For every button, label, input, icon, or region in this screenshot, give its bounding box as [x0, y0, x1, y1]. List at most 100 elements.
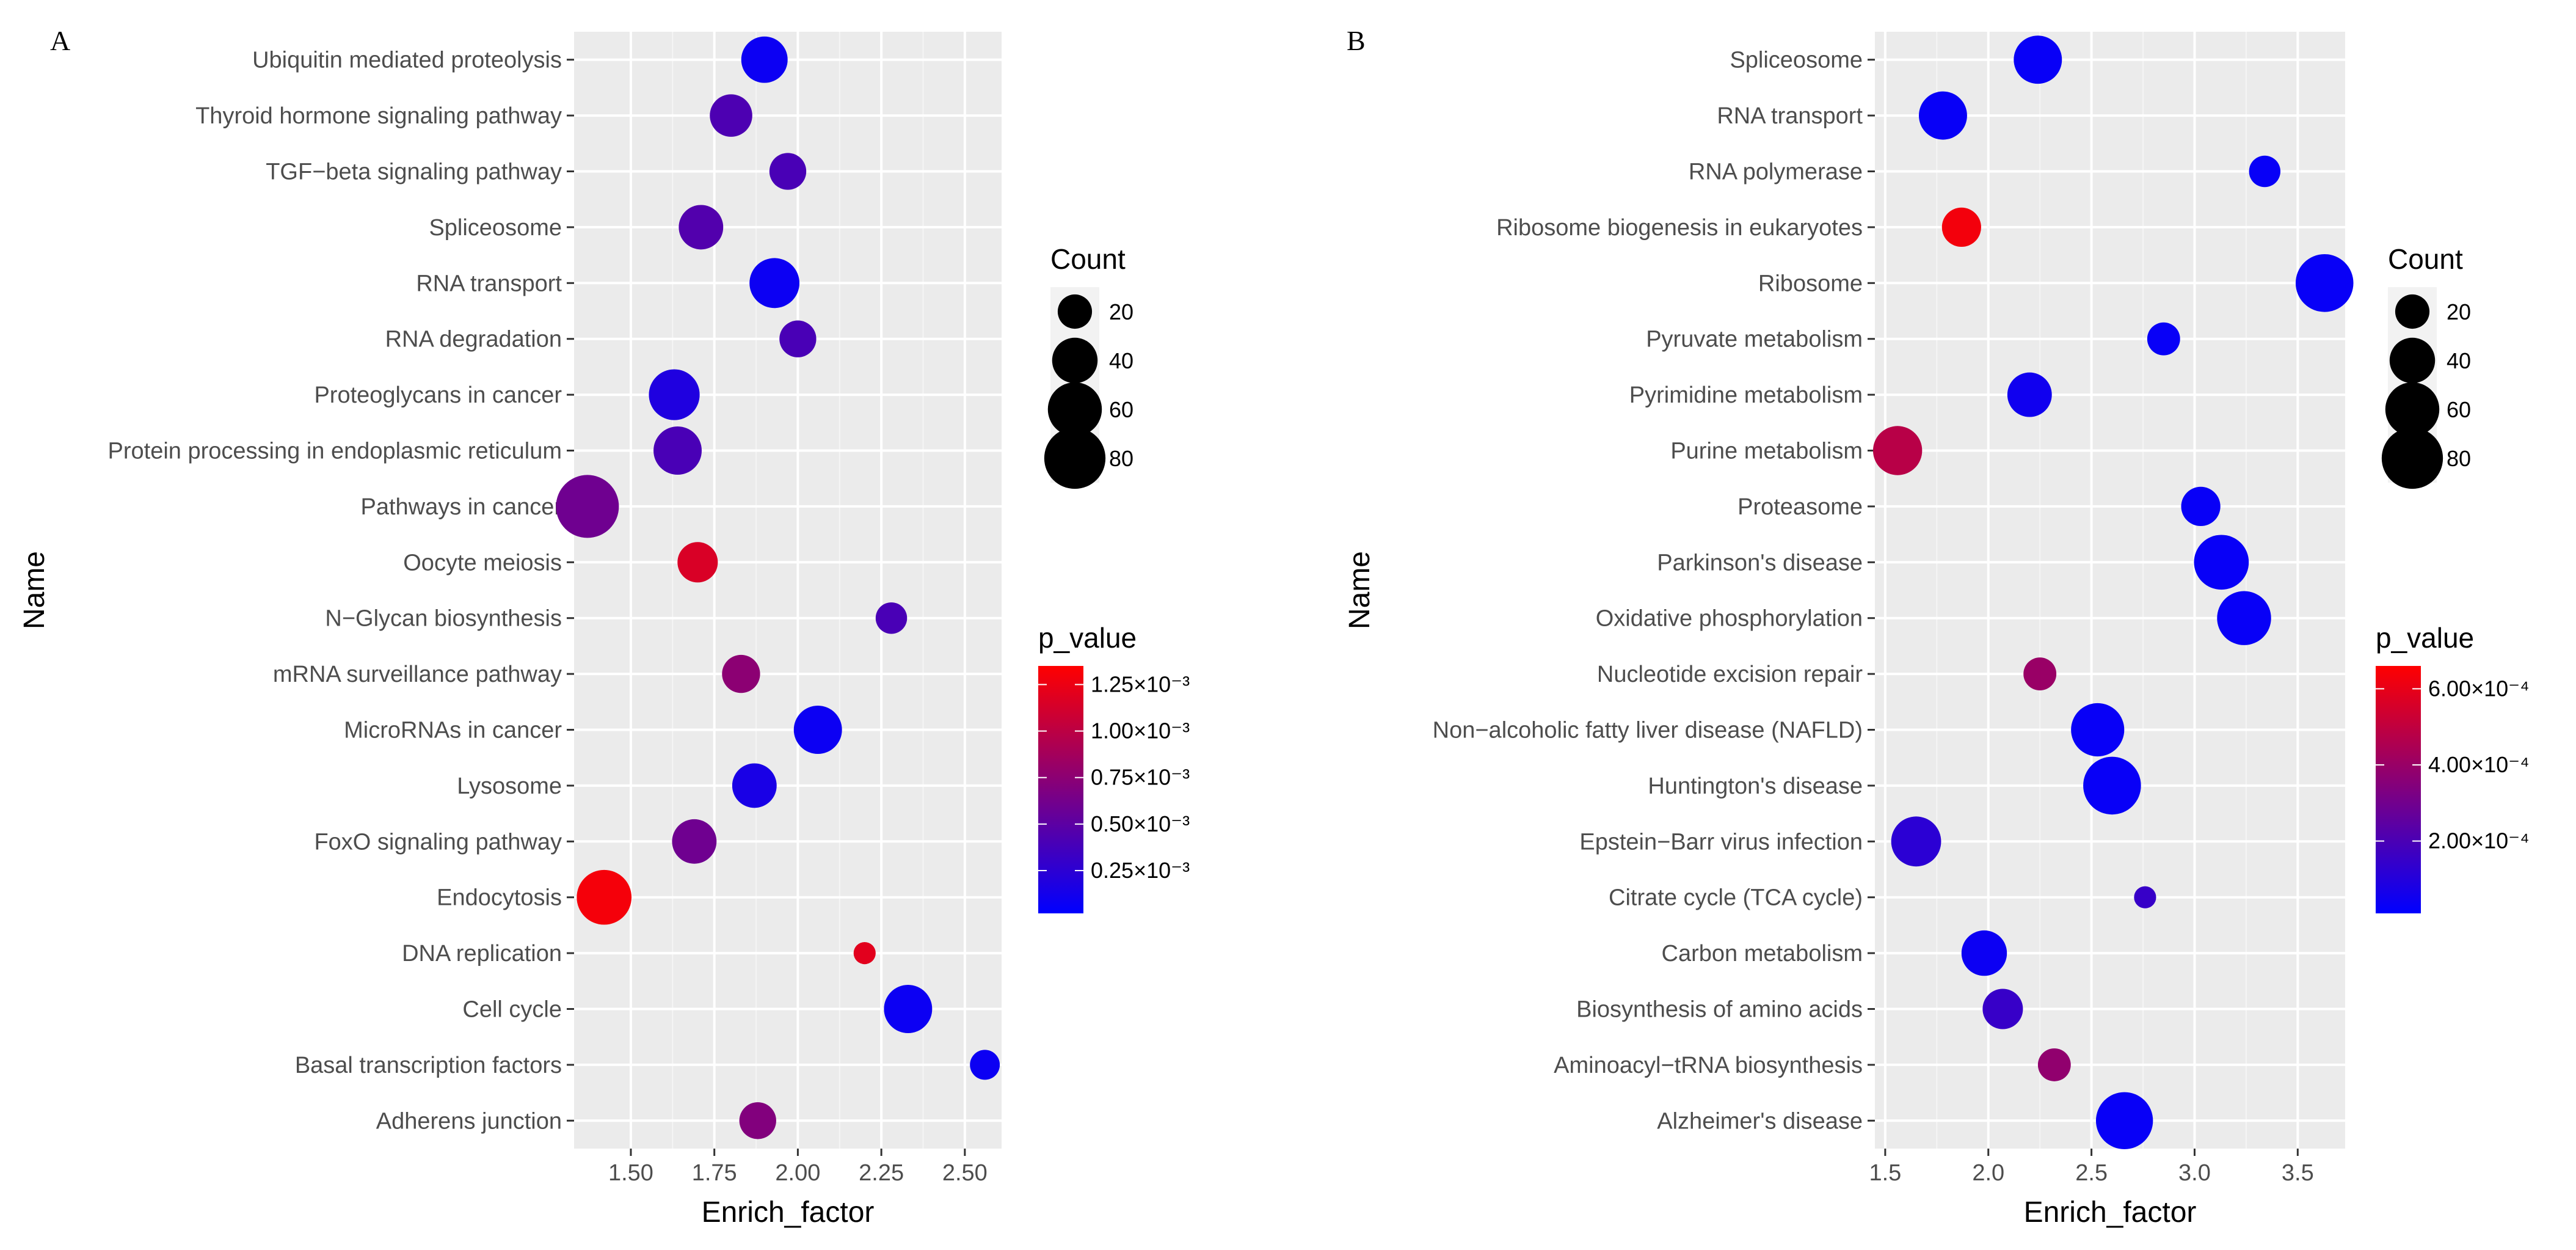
color-legend-label: 2.00×10⁻⁴ [2428, 828, 2530, 853]
plot-background [1875, 32, 2345, 1149]
x-tick-label: 2.5 [2075, 1160, 2108, 1186]
data-point [2181, 486, 2221, 527]
x-tick-label: 3.5 [2282, 1160, 2314, 1186]
y-tick-label: Pyrimidine metabolism [1629, 382, 1863, 408]
y-tick-label: Nucleotide excision repair [1597, 662, 1863, 687]
size-legend-label: 60 [2447, 397, 2471, 422]
panel-letter: A [50, 25, 70, 56]
data-point [1941, 207, 1981, 247]
y-tick-label: Spliceosome [429, 215, 562, 241]
data-point [875, 602, 908, 634]
data-point [710, 94, 752, 137]
x-tick-label: 1.75 [692, 1160, 737, 1186]
y-tick-label: Cell cycle [462, 997, 562, 1023]
data-point [2014, 35, 2062, 84]
data-point [577, 869, 632, 925]
color-legend-label: 0.25×10⁻³ [1091, 858, 1190, 883]
y-tick-label: Proteoglycans in cancer [314, 382, 562, 408]
size-legend-key [2385, 382, 2440, 437]
data-point [2295, 254, 2354, 312]
data-point [2249, 155, 2281, 188]
y-tick-label: RNA polymerase [1689, 159, 1863, 185]
size-legend-title: Count [1050, 243, 1126, 275]
y-tick-label: TGF−beta signaling pathway [266, 159, 562, 185]
size-legend-key [2395, 294, 2430, 329]
panel-letter: B [1347, 25, 1366, 56]
data-point [779, 320, 817, 357]
y-tick-label: Adherens junction [376, 1108, 562, 1134]
data-point [2095, 1092, 2153, 1149]
color-legend-label: 0.50×10⁻³ [1091, 811, 1190, 836]
x-tick-label: 3.0 [2178, 1160, 2211, 1186]
y-tick-label: MicroRNAs in cancer [344, 718, 562, 744]
y-tick-label: Pathways in cancer [361, 494, 562, 520]
y-tick-label: Endocytosis [437, 885, 562, 911]
data-point [556, 475, 619, 538]
color-legend-label: 1.25×10⁻³ [1091, 671, 1190, 696]
y-tick-label: Alzheimer's disease [1657, 1108, 1863, 1134]
y-tick-label: Ubiquitin mediated proteolysis [252, 48, 562, 73]
x-tick-label: 2.25 [859, 1160, 904, 1186]
data-point [2217, 591, 2271, 645]
data-point [722, 654, 760, 693]
y-tick-label: Purine metabolism [1670, 439, 1863, 464]
y-tick-label: Ribosome biogenesis in eukaryotes [1496, 215, 1863, 241]
size-legend-key [2389, 337, 2436, 384]
y-axis-title: Name [1344, 551, 1376, 629]
x-tick-label: 2.50 [942, 1160, 988, 1186]
y-tick-label: N−Glycan biosynthesis [325, 606, 562, 632]
x-tick-label: 1.50 [608, 1160, 653, 1186]
y-tick-label: Ribosome [1758, 271, 1863, 296]
y-tick-label: Huntington's disease [1648, 773, 1863, 799]
color-legend-label: 6.00×10⁻⁴ [2428, 676, 2530, 701]
data-point [2083, 756, 2141, 815]
y-tick-label: RNA transport [416, 271, 562, 296]
plot-background [574, 32, 1002, 1149]
data-point [677, 542, 718, 583]
y-tick-label: Parkinson's disease [1657, 550, 1863, 576]
size-legend-key [1044, 427, 1106, 489]
size-legend-key [2381, 427, 2443, 489]
data-point [2147, 322, 2180, 356]
y-tick-label: RNA degradation [385, 327, 562, 353]
data-point [1891, 816, 1941, 867]
data-point [2134, 886, 2156, 908]
data-point [793, 706, 842, 754]
y-tick-label: Citrate cycle (TCA cycle) [1609, 885, 1863, 911]
y-tick-label: mRNA surveillance pathway [273, 662, 562, 687]
data-point [1918, 91, 1967, 140]
y-tick-label: RNA transport [1717, 103, 1863, 129]
size-legend-label: 80 [1109, 446, 1133, 471]
x-tick-label: 2.0 [1972, 1160, 2004, 1186]
y-tick-label: Biosynthesis of amino acids [1576, 997, 1863, 1023]
data-point [653, 426, 702, 475]
size-legend-label: 20 [2447, 299, 2471, 324]
y-tick-label: Protein processing in endoplasmic reticu… [108, 439, 562, 464]
size-legend-label: 40 [2447, 348, 2471, 373]
data-point [749, 258, 800, 309]
y-tick-label: FoxO signaling pathway [314, 829, 562, 855]
y-tick-label: Carbon metabolism [1662, 941, 1863, 967]
y-tick-label: Proteasome [1737, 494, 1863, 520]
data-point [769, 153, 807, 190]
panel-a: A Ubiquitin mediated proteolysis Thyroid h… [18, 25, 1190, 1229]
size-legend-label: 20 [1109, 299, 1133, 324]
data-point [884, 985, 933, 1033]
data-point [672, 819, 717, 864]
y-tick-label: Non−alcoholic fatty liver disease (NAFLD… [1433, 718, 1863, 744]
color-legend-label: 4.00×10⁻⁴ [2428, 752, 2530, 777]
color-legend-title: p_value [2376, 622, 2474, 654]
data-point [649, 369, 700, 420]
color-legend-label: 0.75×10⁻³ [1091, 765, 1190, 790]
color-legend-bar [2376, 666, 2421, 913]
data-point [741, 36, 788, 83]
data-point [2023, 657, 2057, 691]
panel-b: B Spliceosome RNA transport RNA polymerase R… [1344, 25, 2530, 1229]
data-point [679, 205, 724, 250]
y-tick-label: Lysosome [457, 773, 562, 799]
y-tick-label: Spliceosome [1730, 48, 1863, 73]
color-legend-label: 1.00×10⁻³ [1091, 718, 1190, 744]
size-legend-title: Count [2388, 243, 2463, 275]
y-axis-title: Name [18, 551, 51, 629]
y-tick-label: Pyruvate metabolism [1646, 327, 1863, 353]
